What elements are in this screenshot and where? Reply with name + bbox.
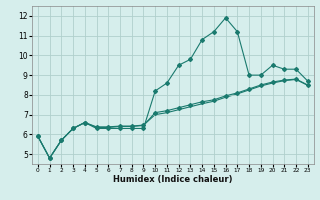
- X-axis label: Humidex (Indice chaleur): Humidex (Indice chaleur): [113, 175, 233, 184]
